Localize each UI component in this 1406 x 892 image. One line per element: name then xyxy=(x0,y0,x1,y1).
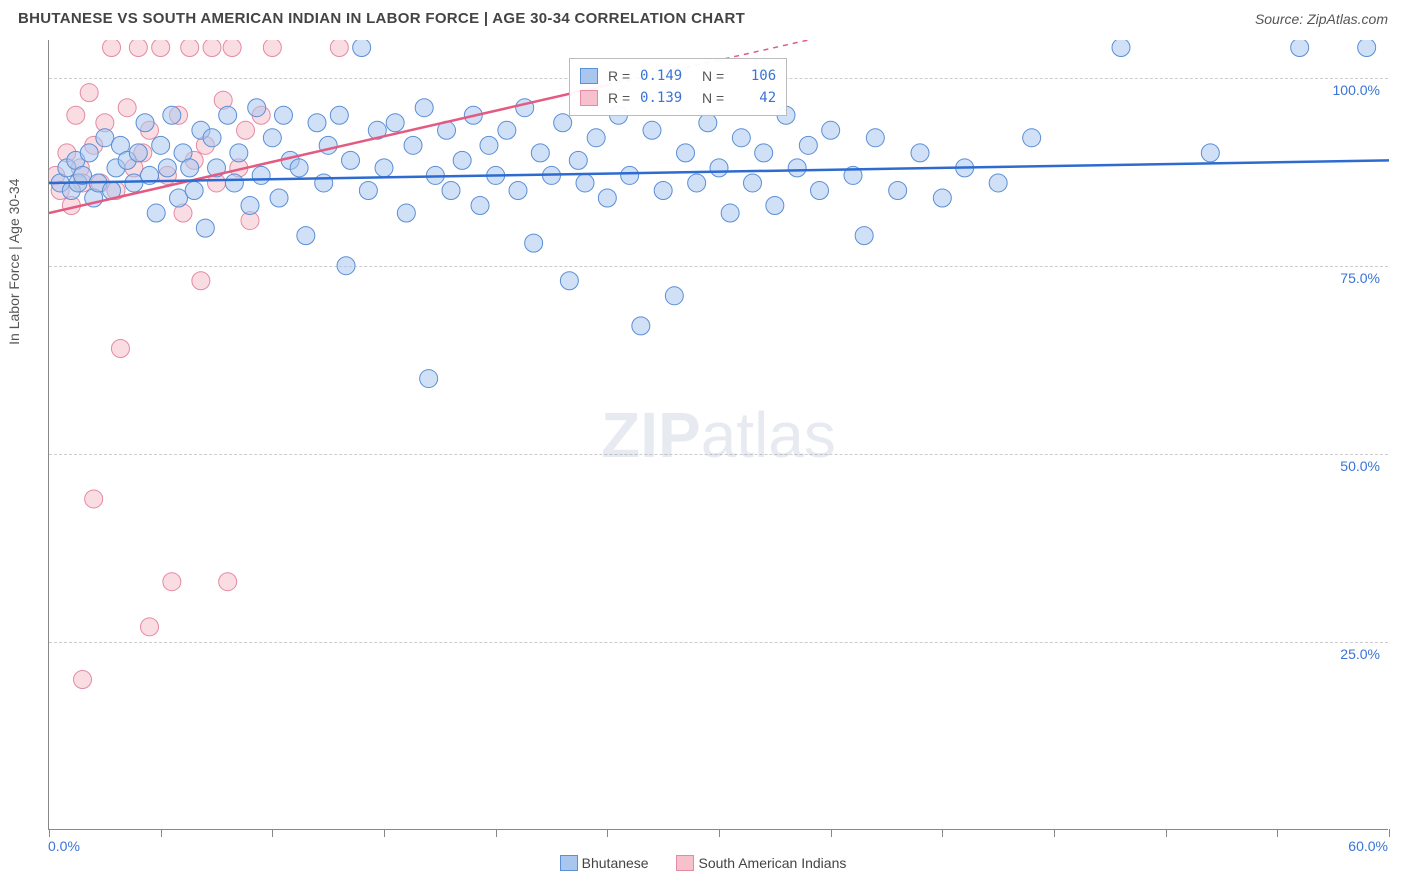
stats-legend-row-b: R = 0.139 N = 42 xyxy=(580,87,776,109)
bottom-swatch-b xyxy=(676,855,694,871)
scatter-plot-svg xyxy=(49,40,1389,830)
source-attribution: Source: ZipAtlas.com xyxy=(1255,11,1388,27)
x-tick xyxy=(607,829,608,837)
stats-legend: R = 0.149 N = 106 R = 0.139 N = 42 xyxy=(569,58,787,116)
bottom-legend-item-a: Bhutanese xyxy=(560,855,649,871)
x-tick xyxy=(272,829,273,837)
x-tick xyxy=(719,829,720,837)
bottom-swatch-a xyxy=(560,855,578,871)
x-tick xyxy=(49,829,50,837)
x-tick xyxy=(1054,829,1055,837)
y-axis-title: In Labor Force | Age 30-34 xyxy=(6,179,22,345)
stats-legend-row-a: R = 0.149 N = 106 xyxy=(580,65,776,87)
x-tick xyxy=(1389,829,1390,837)
x-tick xyxy=(384,829,385,837)
swatch-series-a xyxy=(580,68,598,84)
bottom-legend-item-b: South American Indians xyxy=(676,855,846,871)
x-tick xyxy=(161,829,162,837)
x-tick xyxy=(1277,829,1278,837)
x-axis-min-label: 0.0% xyxy=(48,838,80,854)
x-axis-max-label: 60.0% xyxy=(1348,838,1388,854)
x-tick xyxy=(831,829,832,837)
swatch-series-b xyxy=(580,90,598,106)
x-tick xyxy=(496,829,497,837)
chart-plot-area: ZIPatlas R = 0.149 N = 106 R = 0.139 N =… xyxy=(48,40,1388,830)
x-tick xyxy=(1166,829,1167,837)
chart-title: BHUTANESE VS SOUTH AMERICAN INDIAN IN LA… xyxy=(18,10,745,27)
bottom-legend: Bhutanese South American Indians xyxy=(0,855,1406,874)
x-tick xyxy=(942,829,943,837)
